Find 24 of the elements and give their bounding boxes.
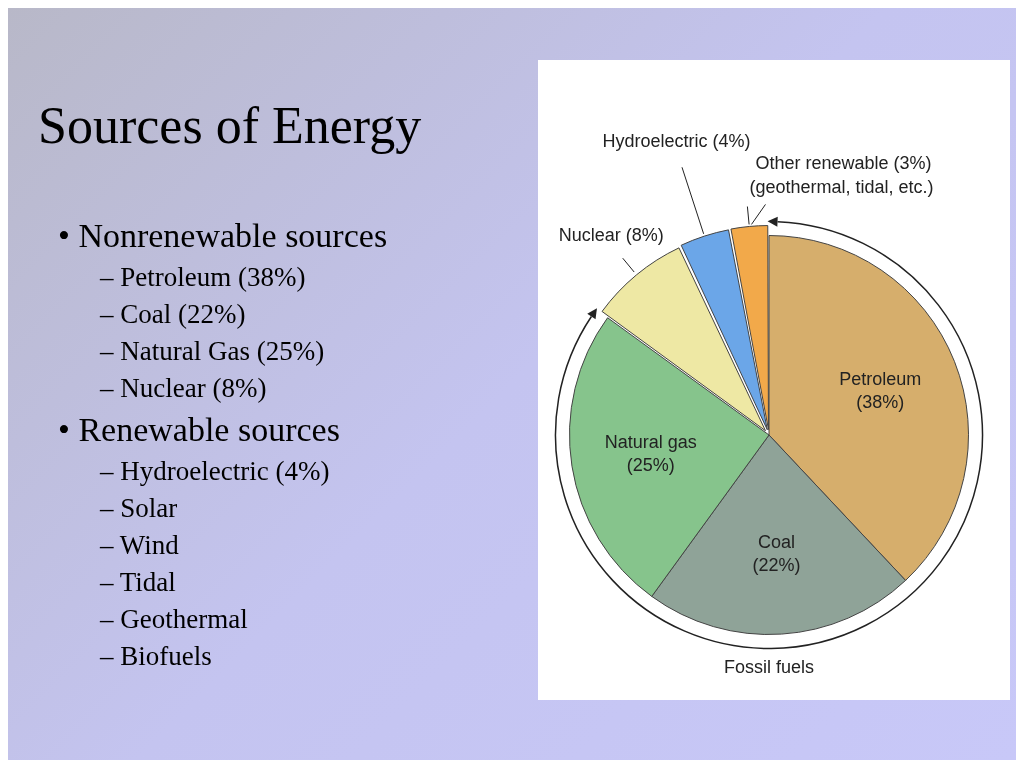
slice-label: Coal <box>758 532 796 553</box>
text: – Wind <box>100 529 180 562</box>
text: – Solar <box>100 492 179 525</box>
data-label: (22%) <box>752 555 801 576</box>
text: – Biofuels <box>100 640 213 673</box>
text: – Nuclear (8%) <box>100 372 268 405</box>
text: Fossil fuels <box>723 657 815 678</box>
slice-label: Other renewable (3%) <box>755 153 932 174</box>
data-label: (25%) <box>626 454 675 475</box>
text: – Geothermal <box>100 603 249 636</box>
slice-label: Natural gas <box>604 431 697 452</box>
data-label: (38%) <box>856 391 905 412</box>
text: • Nonrenewable sources <box>58 216 388 256</box>
text: (geothermal, tidal, etc.) <box>749 177 934 198</box>
text: – Natural Gas (25%) <box>100 335 326 368</box>
chart-title: Sources of Energy <box>38 96 422 155</box>
text: – Hydroelectric (4%) <box>100 455 331 488</box>
text: • Renewable sources <box>58 410 341 450</box>
text: – Tidal <box>100 566 177 599</box>
slice-label: Hydroelectric (4%) <box>602 131 751 152</box>
slice-label: Nuclear (8%) <box>558 225 664 246</box>
slice-label: Petroleum <box>839 368 922 389</box>
text: – Petroleum (38%) <box>100 261 307 294</box>
text: – Coal (22%) <box>100 298 247 331</box>
